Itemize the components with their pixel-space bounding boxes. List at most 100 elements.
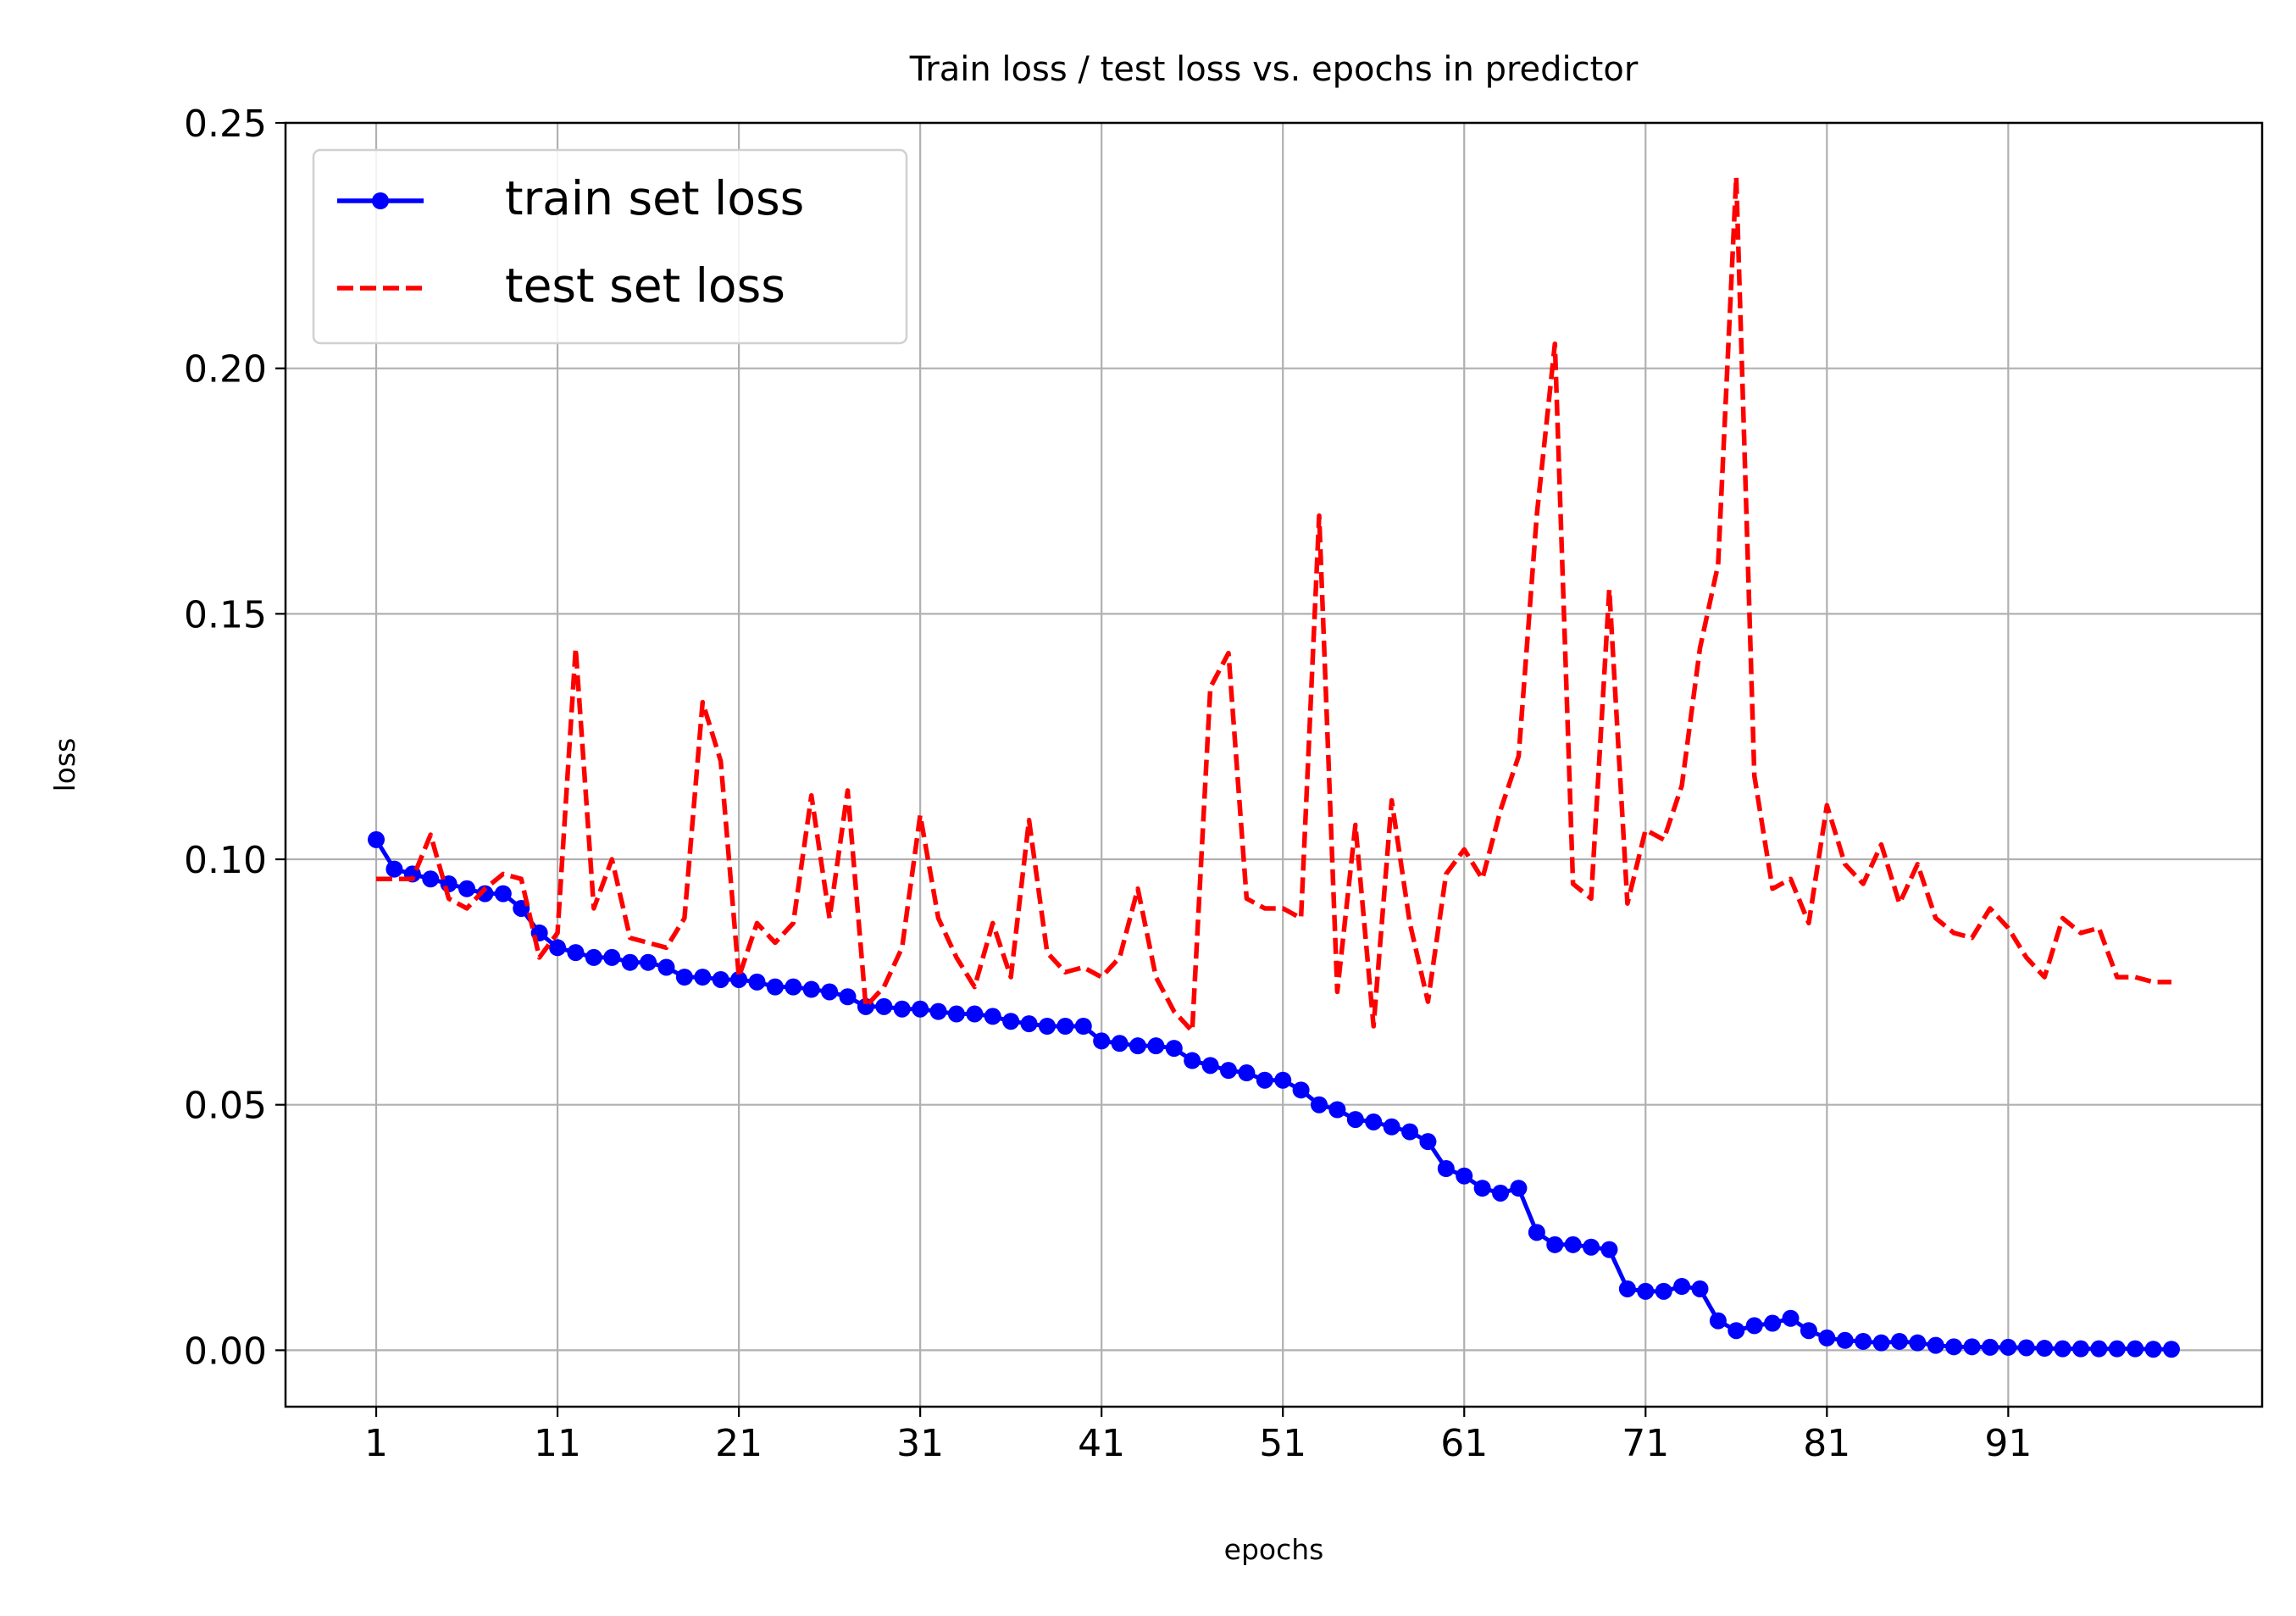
train-data-point <box>1510 1180 1528 1197</box>
train-data-point <box>422 870 440 888</box>
train-data-point <box>1056 1018 1074 1036</box>
train-data-point <box>694 969 712 986</box>
train-data-point <box>458 880 476 897</box>
train-data-point <box>1147 1037 1165 1055</box>
y-tick-label: 0.10 <box>184 839 267 882</box>
train-data-point <box>1818 1329 1836 1347</box>
train-data-point <box>1709 1312 1727 1330</box>
train-data-point <box>1945 1338 1963 1356</box>
train-data-point <box>1981 1338 1999 1356</box>
train-data-point <box>1492 1184 1510 1202</box>
train-data-point <box>1546 1236 1564 1253</box>
legend: train set loss test set loss <box>312 148 908 345</box>
train-data-point <box>603 948 621 966</box>
train-data-point <box>1583 1238 1600 1256</box>
y-tick-label: 0.00 <box>184 1330 267 1373</box>
train-data-point <box>1437 1160 1455 1178</box>
train-data-point <box>1419 1133 1437 1151</box>
train-data-point <box>821 983 839 1001</box>
train-data-point <box>1473 1180 1491 1197</box>
y-tick-label: 0.20 <box>184 348 267 392</box>
x-tick-label: 41 <box>1078 1422 1125 1465</box>
train-data-point <box>1238 1064 1256 1082</box>
x-tick-label: 71 <box>1622 1422 1669 1465</box>
train-data-point <box>929 1002 947 1020</box>
train-data-point <box>494 885 512 902</box>
train-data-point <box>1564 1236 1582 1253</box>
train-data-point <box>730 970 748 988</box>
x-tick-label: 11 <box>534 1422 581 1465</box>
train-data-point <box>875 997 893 1015</box>
train-data-point <box>1890 1332 1908 1350</box>
train-data-point <box>1002 1013 1020 1030</box>
train-data-point <box>1600 1241 1618 1258</box>
train-data-point <box>785 978 802 996</box>
train-data-point <box>966 1005 984 1023</box>
y-tick-label: 0.25 <box>184 103 267 146</box>
train-data-point <box>984 1008 1001 1025</box>
train-data-point <box>2162 1341 2180 1358</box>
series-layer <box>368 174 2180 1358</box>
train-data-point <box>1528 1224 1545 1241</box>
train-data-point <box>1383 1118 1400 1136</box>
y-axis-label: loss <box>48 738 81 792</box>
train-data-point <box>1745 1317 1763 1335</box>
y-tick-label: 0.05 <box>184 1085 267 1128</box>
train-data-point <box>1165 1040 1183 1058</box>
train-data-point <box>621 953 639 971</box>
train-data-point <box>1782 1309 1800 1327</box>
y-tick-label: 0.15 <box>184 593 267 636</box>
train-data-point <box>1764 1314 1782 1332</box>
train-data-point <box>675 969 693 986</box>
train-data-point <box>839 988 857 1006</box>
train-data-point <box>2036 1340 2054 1358</box>
train-data-point <box>1111 1035 1129 1052</box>
train-data-point <box>567 944 585 962</box>
train-data-point <box>549 939 567 957</box>
train-data-point <box>947 1005 965 1023</box>
train-data-point <box>1401 1123 1419 1141</box>
train-data-point <box>1927 1336 1944 1354</box>
train-data-point <box>1292 1081 1310 1099</box>
train-data-point <box>1637 1282 1655 1300</box>
train-data-point <box>1020 1015 1038 1033</box>
train-data-point <box>2127 1340 2144 1358</box>
x-tick-label: 31 <box>896 1422 944 1465</box>
train-data-point <box>585 948 602 966</box>
x-tick-label: 1 <box>364 1422 388 1465</box>
train-data-point <box>1184 1052 1201 1069</box>
train-data-point <box>1673 1278 1691 1296</box>
train-data-point <box>1456 1167 1473 1185</box>
train-data-point <box>1999 1338 2017 1356</box>
train-data-point <box>476 885 494 902</box>
train-data-point <box>1655 1282 1672 1300</box>
legend-swatch-marker <box>372 192 389 209</box>
train-data-point <box>2090 1340 2108 1358</box>
train-data-point <box>1963 1338 1981 1356</box>
train-data-point <box>640 953 657 971</box>
chart-title: Train loss / test loss vs. epochs in pre… <box>909 50 1639 89</box>
train-data-point <box>2054 1340 2071 1358</box>
train-data-point <box>1038 1018 1056 1036</box>
train-data-point <box>1836 1331 1854 1349</box>
train-data-point <box>1872 1334 1890 1352</box>
series-line-train <box>374 838 2171 1352</box>
train-data-point <box>1618 1280 1636 1297</box>
x-tick-label: 21 <box>715 1422 763 1465</box>
train-data-point <box>657 958 675 976</box>
train-data-point <box>748 973 766 991</box>
x-axis-label: epochs <box>1224 1533 1324 1566</box>
train-data-point <box>712 970 729 988</box>
x-tick-label: 51 <box>1259 1422 1306 1465</box>
train-data-point <box>2017 1339 2035 1357</box>
legend-label: train set loss <box>505 171 804 225</box>
train-data-point <box>1855 1332 1872 1350</box>
train-data-point <box>368 830 385 848</box>
train-data-point <box>1129 1037 1146 1055</box>
plot-area-frame <box>284 121 2264 1408</box>
train-data-point <box>2108 1340 2126 1358</box>
train-data-point <box>2144 1341 2162 1358</box>
train-data-point <box>1800 1322 1817 1340</box>
